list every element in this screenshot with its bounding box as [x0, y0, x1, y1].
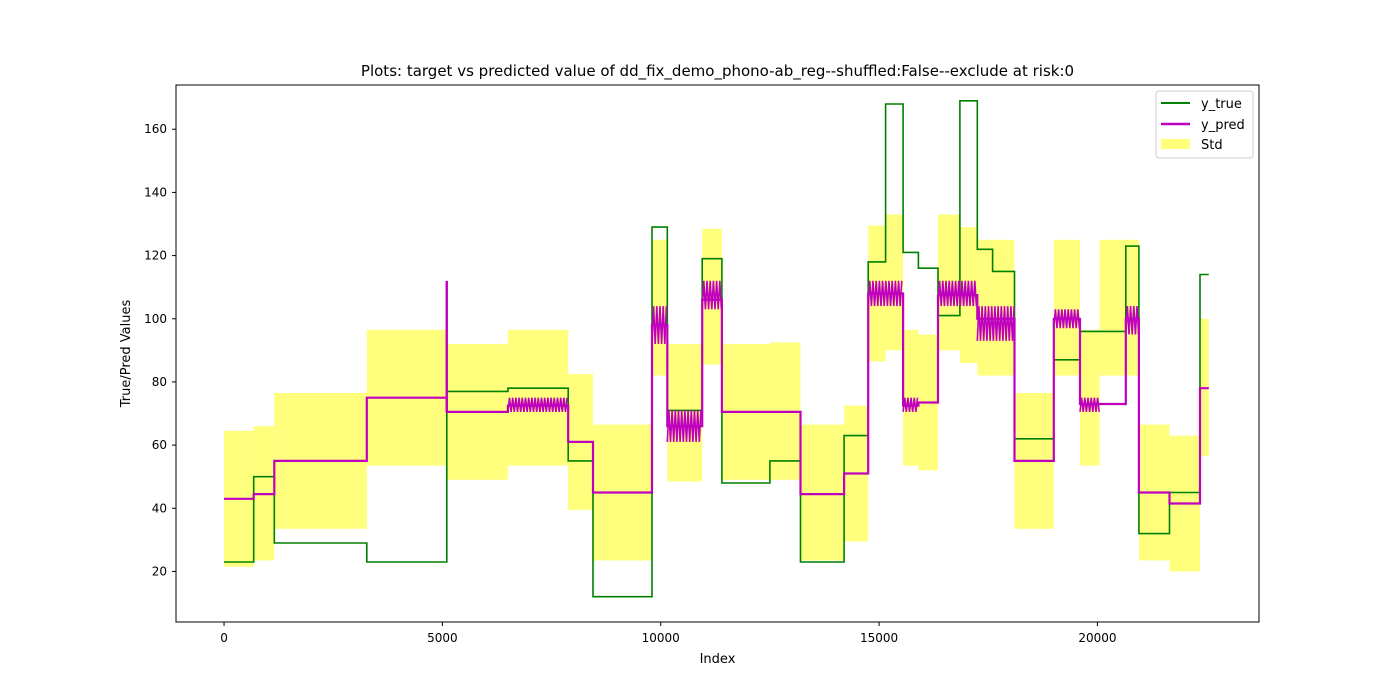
std-band-segment-23: [1053, 239, 1080, 376]
y-pred-layer: [224, 280, 1209, 505]
y-tick-label: 20: [152, 564, 167, 578]
y-tick-label: 100: [144, 312, 167, 326]
y-tick-label: 80: [152, 375, 167, 389]
legend-std-swatch: [1161, 139, 1190, 149]
x-tick-label: 20000: [1078, 631, 1116, 645]
y-pred-line: [224, 292, 1209, 505]
y-pred-noise-8: [1053, 309, 1081, 329]
chart-title: Plots: target vs predicted value of dd_f…: [361, 62, 1074, 81]
y-tick-label: 140: [144, 185, 167, 199]
x-tick-label: 15000: [860, 631, 898, 645]
std-band-segment-26: [1125, 239, 1139, 376]
x-tick-label: 10000: [642, 631, 680, 645]
plot-frame: [175, 84, 1260, 623]
y-pred-noise-10: [1125, 306, 1140, 335]
std-band-segment-24: [1079, 329, 1100, 466]
y-tick-label: 60: [152, 438, 167, 452]
x-axis-ticks: 0 5000 10000 15000 20000: [220, 622, 1117, 645]
legend: y_true y_pred Std: [1155, 90, 1254, 159]
y-pred-noise-4: [867, 280, 903, 307]
std-band-segment-25: [1099, 239, 1126, 376]
y-pred-noise-3: [701, 280, 723, 310]
y-pred-noise-9: [1079, 397, 1100, 412]
legend-y-pred-label: y_pred: [1201, 118, 1245, 133]
legend-std-label: Std: [1201, 138, 1223, 153]
std-band-segment-13: [800, 424, 845, 561]
std-band-segment-16: [885, 214, 904, 351]
y-pred-noise-1: [651, 306, 668, 345]
y-tick-label: 40: [152, 501, 167, 515]
y-pred-noise-6: [937, 280, 978, 307]
y-pred-noise-2: [666, 410, 702, 442]
x-tick-label: 0: [220, 631, 228, 645]
y-axis-ticks: 20 40 60 80 100 120 140 160: [144, 122, 176, 578]
x-tick-label: 5000: [427, 631, 458, 645]
y-tick-label: 120: [144, 249, 167, 263]
x-axis-label: Index: [700, 652, 736, 667]
y-pred-noise-0: [507, 397, 568, 412]
y-pred-noise-7: [976, 306, 1015, 341]
legend-y-true-label: y_true: [1201, 97, 1242, 112]
y-axis-label: True/Pred Values: [119, 300, 134, 409]
y-pred-noise-5: [902, 397, 919, 412]
y-tick-label: 160: [144, 122, 167, 136]
